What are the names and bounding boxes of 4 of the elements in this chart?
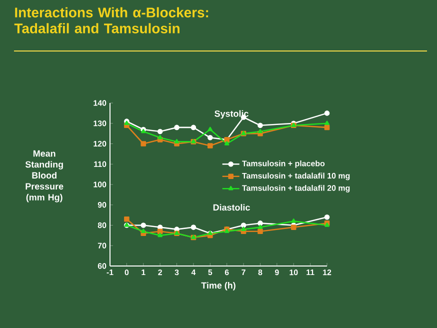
x-axis-title: Time (h) — [201, 282, 236, 290]
annotation: Diastolic — [213, 204, 250, 211]
y-axis-title: Mean Standing Blood Pressure (mm Hg) — [25, 150, 64, 202]
chart-title: Interactions With α-Blockers: Tadalafil and Tamsulosin — [14, 7, 208, 34]
